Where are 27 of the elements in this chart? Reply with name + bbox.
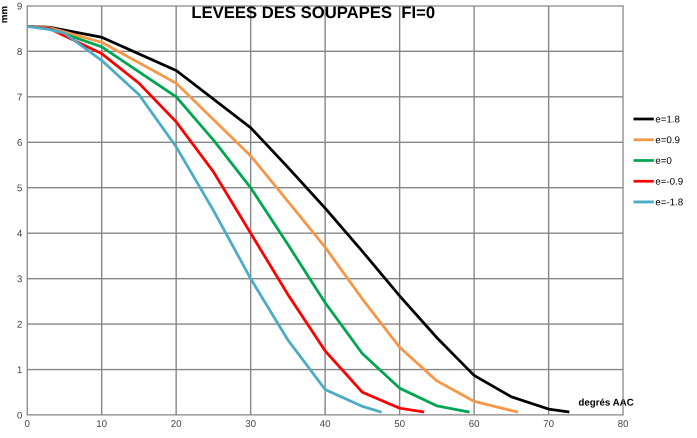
legend-label: e=0 xyxy=(656,157,672,164)
y-tick-label: 3 xyxy=(17,275,22,282)
y-tick-label: 8 xyxy=(17,48,22,55)
y-tick-label: 4 xyxy=(17,230,22,237)
y-tick-label: 6 xyxy=(17,139,22,146)
y-tick-label: 1 xyxy=(18,366,22,374)
x-tick-label: 30 xyxy=(246,420,256,428)
x-tick-label: 40 xyxy=(320,420,330,428)
y-tick-label: 9 xyxy=(17,2,22,10)
legend-label: e=-1.8 xyxy=(656,198,683,206)
x-tick-label: 20 xyxy=(171,420,182,428)
y-tick-label: 0 xyxy=(17,412,22,419)
legend-label: e=0.9 xyxy=(656,136,680,144)
x-axis-title: degrés AAC xyxy=(578,398,634,408)
x-tick-label: 50 xyxy=(394,420,405,428)
x-tick-label: 10 xyxy=(97,420,107,428)
legend-label: e=-0.9 xyxy=(656,178,683,185)
x-tick-label: 70 xyxy=(544,420,554,428)
y-axis-title: mm xyxy=(2,6,8,23)
y-tick-label: 5 xyxy=(17,184,22,192)
y-tick-label: 2 xyxy=(17,320,22,328)
chart-title: LEVEES DES SOUPAPES FI=0 xyxy=(192,6,434,18)
x-tick-label: 60 xyxy=(469,420,480,428)
x-tick-label: 0 xyxy=(24,420,30,428)
x-tick-label: 80 xyxy=(618,420,628,428)
y-tick-label: 7 xyxy=(17,94,22,100)
legend-label: e=1.8 xyxy=(656,116,680,123)
